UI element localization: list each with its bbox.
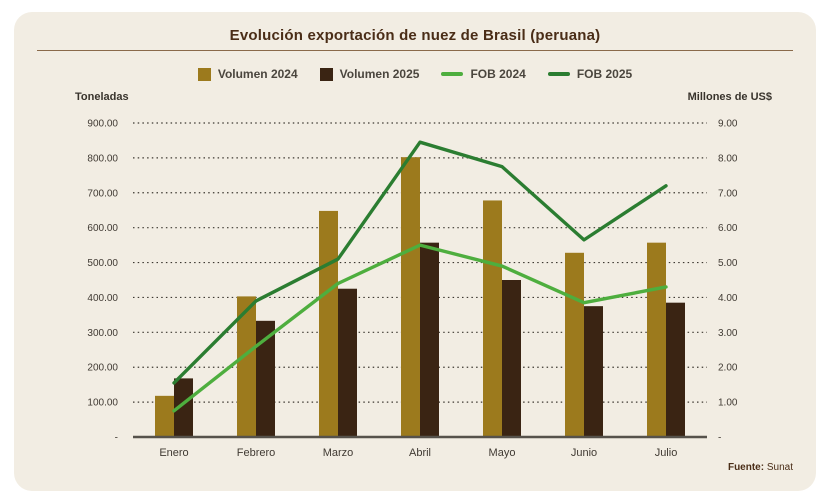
right-axis-title: Millones de US$ [687,91,772,103]
legend-label: Volumen 2024 [217,67,298,81]
line-fob-2024 [172,243,668,413]
y-axis-tick-right: 2.00 [718,363,738,374]
bar-volumen-2024-febrero [237,296,256,437]
chart-card: Evolución exportación de nuez de Brasil … [14,12,816,491]
y-axis-tick-left: 100.00 [87,398,118,409]
bar-volumen-2025-julio [666,302,685,437]
source-label: Fuente: [727,462,765,473]
bar-volumen-2024-mayo [483,200,502,437]
legend-swatch-fob-2025 [547,72,570,76]
source-value: Sunat [766,462,793,473]
y-axis-tick-right: 5.00 [718,258,738,269]
bar-volumen-2024-abril [401,157,420,438]
y-axis-tick-left: 600.00 [87,223,118,234]
y-axis-tick-right: 9.00 [718,119,738,130]
bar-volumen-2025-marzo [338,288,357,437]
bar-volumen-2025-mayo [502,280,521,437]
legend-label: Volumen 2025 [339,67,420,81]
bar-volumen-2025-febrero [256,320,275,437]
y-axis-tick-left: 300.00 [87,328,118,339]
legend-swatch-volumen-2025 [319,67,333,81]
x-axis-label-enero: Enero [159,447,188,459]
x-axis-label-abril: Abril [409,447,431,459]
bar-volumen-2024-marzo [319,210,338,437]
y-axis-tick-right: 6.00 [718,223,738,234]
bar-volumen-2025-abril [420,242,439,437]
y-axis-tick-right: 7.00 [718,188,738,199]
x-axis-label-mayo: Mayo [489,447,516,459]
plot-area: 900.00 800.00 700.00 600.00 500.00 400.00 300.… [60,110,800,465]
legend: Volumen 2024 Volumen 2025 FOB 2024 FOB 2… [14,67,816,81]
y-axis-tick-left: 400.00 [87,293,118,304]
y-axis-tick-left: 500.00 [87,258,118,269]
y-axis-tick-right: 1.00 [718,398,738,409]
source-note: Fuente: Sunat [728,462,793,473]
y-axis-tick-left: 900.00 [87,119,118,130]
bar-volumen-2024-junio [565,252,584,437]
line-fob-2025 [172,140,668,385]
legend-item-fob-2024: FOB 2024 [441,67,526,81]
legend-label: FOB 2024 [470,67,526,81]
combo-chart: 900.00 800.00 700.00 600.00 500.00 400.00 300.… [87,119,738,460]
legend-item-volumen-2024: Volumen 2024 [197,67,298,81]
bar-volumen-2025-junio [584,306,603,437]
legend-item-volumen-2025: Volumen 2025 [319,67,420,81]
x-axis-label-febrero: Febrero [237,447,276,459]
title-divider [37,50,793,51]
legend-swatch-volumen-2024 [197,67,211,81]
legend-label: FOB 2025 [576,67,633,81]
left-axis-title: Toneladas [75,91,129,103]
bar-volumen-2024-julio [647,242,666,437]
y-axis-tick-left: 700.00 [87,188,118,199]
x-axis-label-junio: Junio [571,447,597,459]
y-axis-tick-right: - [718,433,721,444]
y-axis-tick-right: 4.00 [718,293,738,304]
y-axis-tick-left: 800.00 [87,153,118,164]
y-axis-tick-left: 200.00 [87,363,118,374]
x-axis-label-marzo: Marzo [323,447,354,459]
bar-volumen-2024-enero [155,395,174,437]
legend-item-fob-2025: FOB 2025 [547,67,633,81]
x-axis-label-julio: Julio [655,447,678,459]
legend-swatch-fob-2024 [441,72,464,76]
y-axis-tick-left: - [115,433,118,444]
y-axis-tick-right: 8.00 [718,153,738,164]
y-axis-tick-right: 3.00 [718,328,738,339]
chart-title: Evolución exportación de nuez de Brasil … [229,27,601,44]
bar-volumen-2025-enero [174,378,193,437]
